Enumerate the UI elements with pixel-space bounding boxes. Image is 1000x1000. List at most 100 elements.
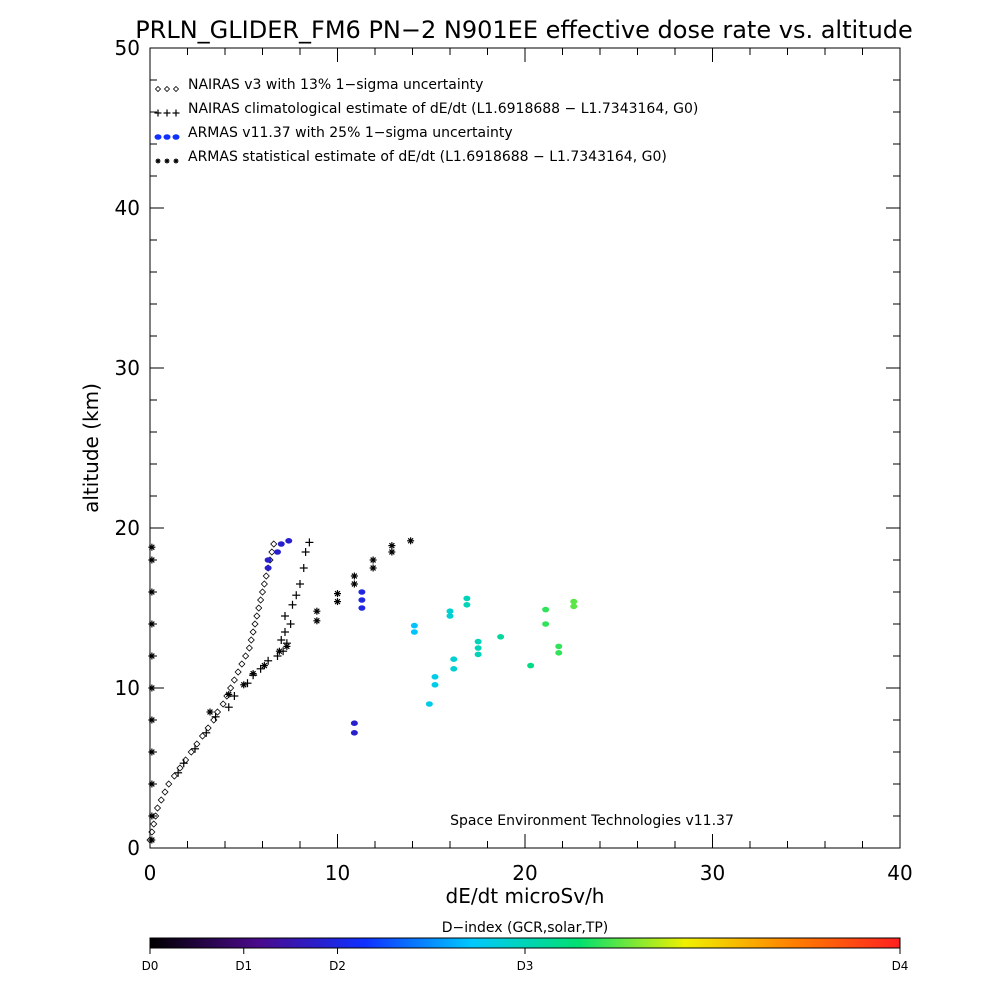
data-point (350, 572, 358, 580)
data-point (286, 620, 295, 628)
data-point (172, 85, 180, 93)
data-point (350, 720, 358, 726)
data-point (155, 158, 161, 164)
chart-title: PRLN_GLIDER_FM6 PN−2 N901EE effective do… (135, 16, 913, 44)
legend-label: NAIRAS climatological estimate of dE/dt … (188, 101, 698, 117)
colorbar-tick-label: D0 (142, 959, 159, 973)
data-point (163, 85, 171, 93)
colorbar-tick-label: D1 (235, 959, 252, 973)
data-point (283, 642, 291, 650)
data-point (247, 636, 255, 644)
data-point (161, 788, 169, 796)
x-tick-label: 20 (512, 861, 537, 885)
data-point (249, 628, 257, 636)
data-point (193, 740, 201, 748)
data-point (148, 652, 156, 660)
data-point (260, 662, 268, 670)
data-point (154, 85, 162, 93)
data-point (164, 158, 170, 164)
data-point (301, 548, 310, 556)
data-point (202, 728, 211, 737)
data-point (268, 548, 276, 556)
y-tick-label: 50 (115, 36, 140, 60)
data-point (148, 556, 156, 564)
legend: NAIRAS v3 with 13% 1−sigma uncertainty NA… (154, 77, 698, 165)
data-point (213, 708, 222, 716)
data-point (463, 602, 471, 608)
data-point (474, 645, 482, 651)
y-tick-label: 30 (115, 356, 140, 380)
data-point (270, 540, 278, 548)
data-point (227, 684, 235, 692)
data-point (172, 109, 180, 117)
x-tick-label: 10 (325, 861, 350, 885)
data-point (230, 676, 238, 684)
data-point (148, 780, 156, 788)
data-point (275, 647, 283, 655)
data-point (281, 628, 289, 636)
data-point (176, 764, 184, 772)
data-point (198, 732, 207, 740)
data-point (431, 682, 439, 688)
data-point (173, 158, 179, 164)
data-point (191, 744, 199, 753)
data-point (238, 660, 246, 668)
data-point (148, 828, 156, 836)
data-point (410, 629, 418, 635)
data-point (463, 595, 471, 602)
colorbar-ticks: D0 D1 D2 D3 D4 (142, 948, 908, 973)
legend-item: ARMAS statistical estimate of dE/dt (L1.… (155, 149, 667, 165)
data-point (251, 620, 259, 628)
data-point (225, 690, 233, 698)
colorbar-label: D−index (GCR,solar,TP) (442, 920, 609, 936)
data-point (350, 730, 358, 736)
y-tick-label: 40 (115, 196, 140, 220)
data-point (264, 656, 273, 665)
y-tick-label: 20 (115, 516, 140, 540)
legend-item: NAIRAS v3 with 13% 1−sigma uncertainty (154, 77, 483, 93)
plot-frame (149, 47, 901, 849)
series (264, 538, 578, 736)
data-point (148, 836, 156, 844)
data-point (255, 604, 263, 612)
data-point (474, 651, 482, 658)
y-axis-label: altitude (km) (79, 383, 103, 513)
data-point (425, 701, 433, 707)
data-point (313, 617, 321, 625)
x-tick-label: 40 (887, 861, 912, 885)
data-point (245, 644, 253, 652)
data-point (179, 759, 188, 768)
data-point (153, 804, 162, 812)
data-point (264, 565, 272, 571)
data-point (388, 542, 396, 550)
data-point (369, 564, 377, 572)
data-point (187, 748, 195, 756)
legend-item: NAIRAS climatological estimate of dE/dt … (154, 101, 698, 117)
data-point (154, 134, 162, 140)
data-point (555, 643, 563, 650)
data-point (165, 780, 173, 788)
legend-item: ARMAS v11.37 with 25% 1−sigma uncertaint… (154, 125, 513, 141)
data-point (542, 621, 550, 627)
colorbar-tick-label: D2 (329, 959, 346, 973)
data-point (285, 538, 293, 544)
data-point (157, 796, 165, 804)
data-point (206, 708, 214, 716)
data-point (450, 666, 458, 672)
data-point (358, 597, 366, 603)
x-axis-label: dE/dt microSv/h (446, 884, 605, 908)
data-point (407, 537, 415, 545)
data-point (296, 580, 304, 588)
data-point (148, 620, 156, 628)
legend-label: ARMAS statistical estimate of dE/dt (L1.… (188, 149, 667, 165)
data-point (260, 580, 268, 588)
data-point (253, 612, 261, 620)
x-tick-label: 0 (144, 861, 157, 885)
data-point (277, 636, 286, 644)
colorbar-tick-label: D3 (517, 959, 534, 973)
x-axis: 0 10 20 30 40 (144, 48, 913, 885)
data-point (224, 703, 233, 712)
data-point (570, 598, 578, 605)
data-point (446, 608, 454, 614)
data-point (234, 668, 242, 676)
